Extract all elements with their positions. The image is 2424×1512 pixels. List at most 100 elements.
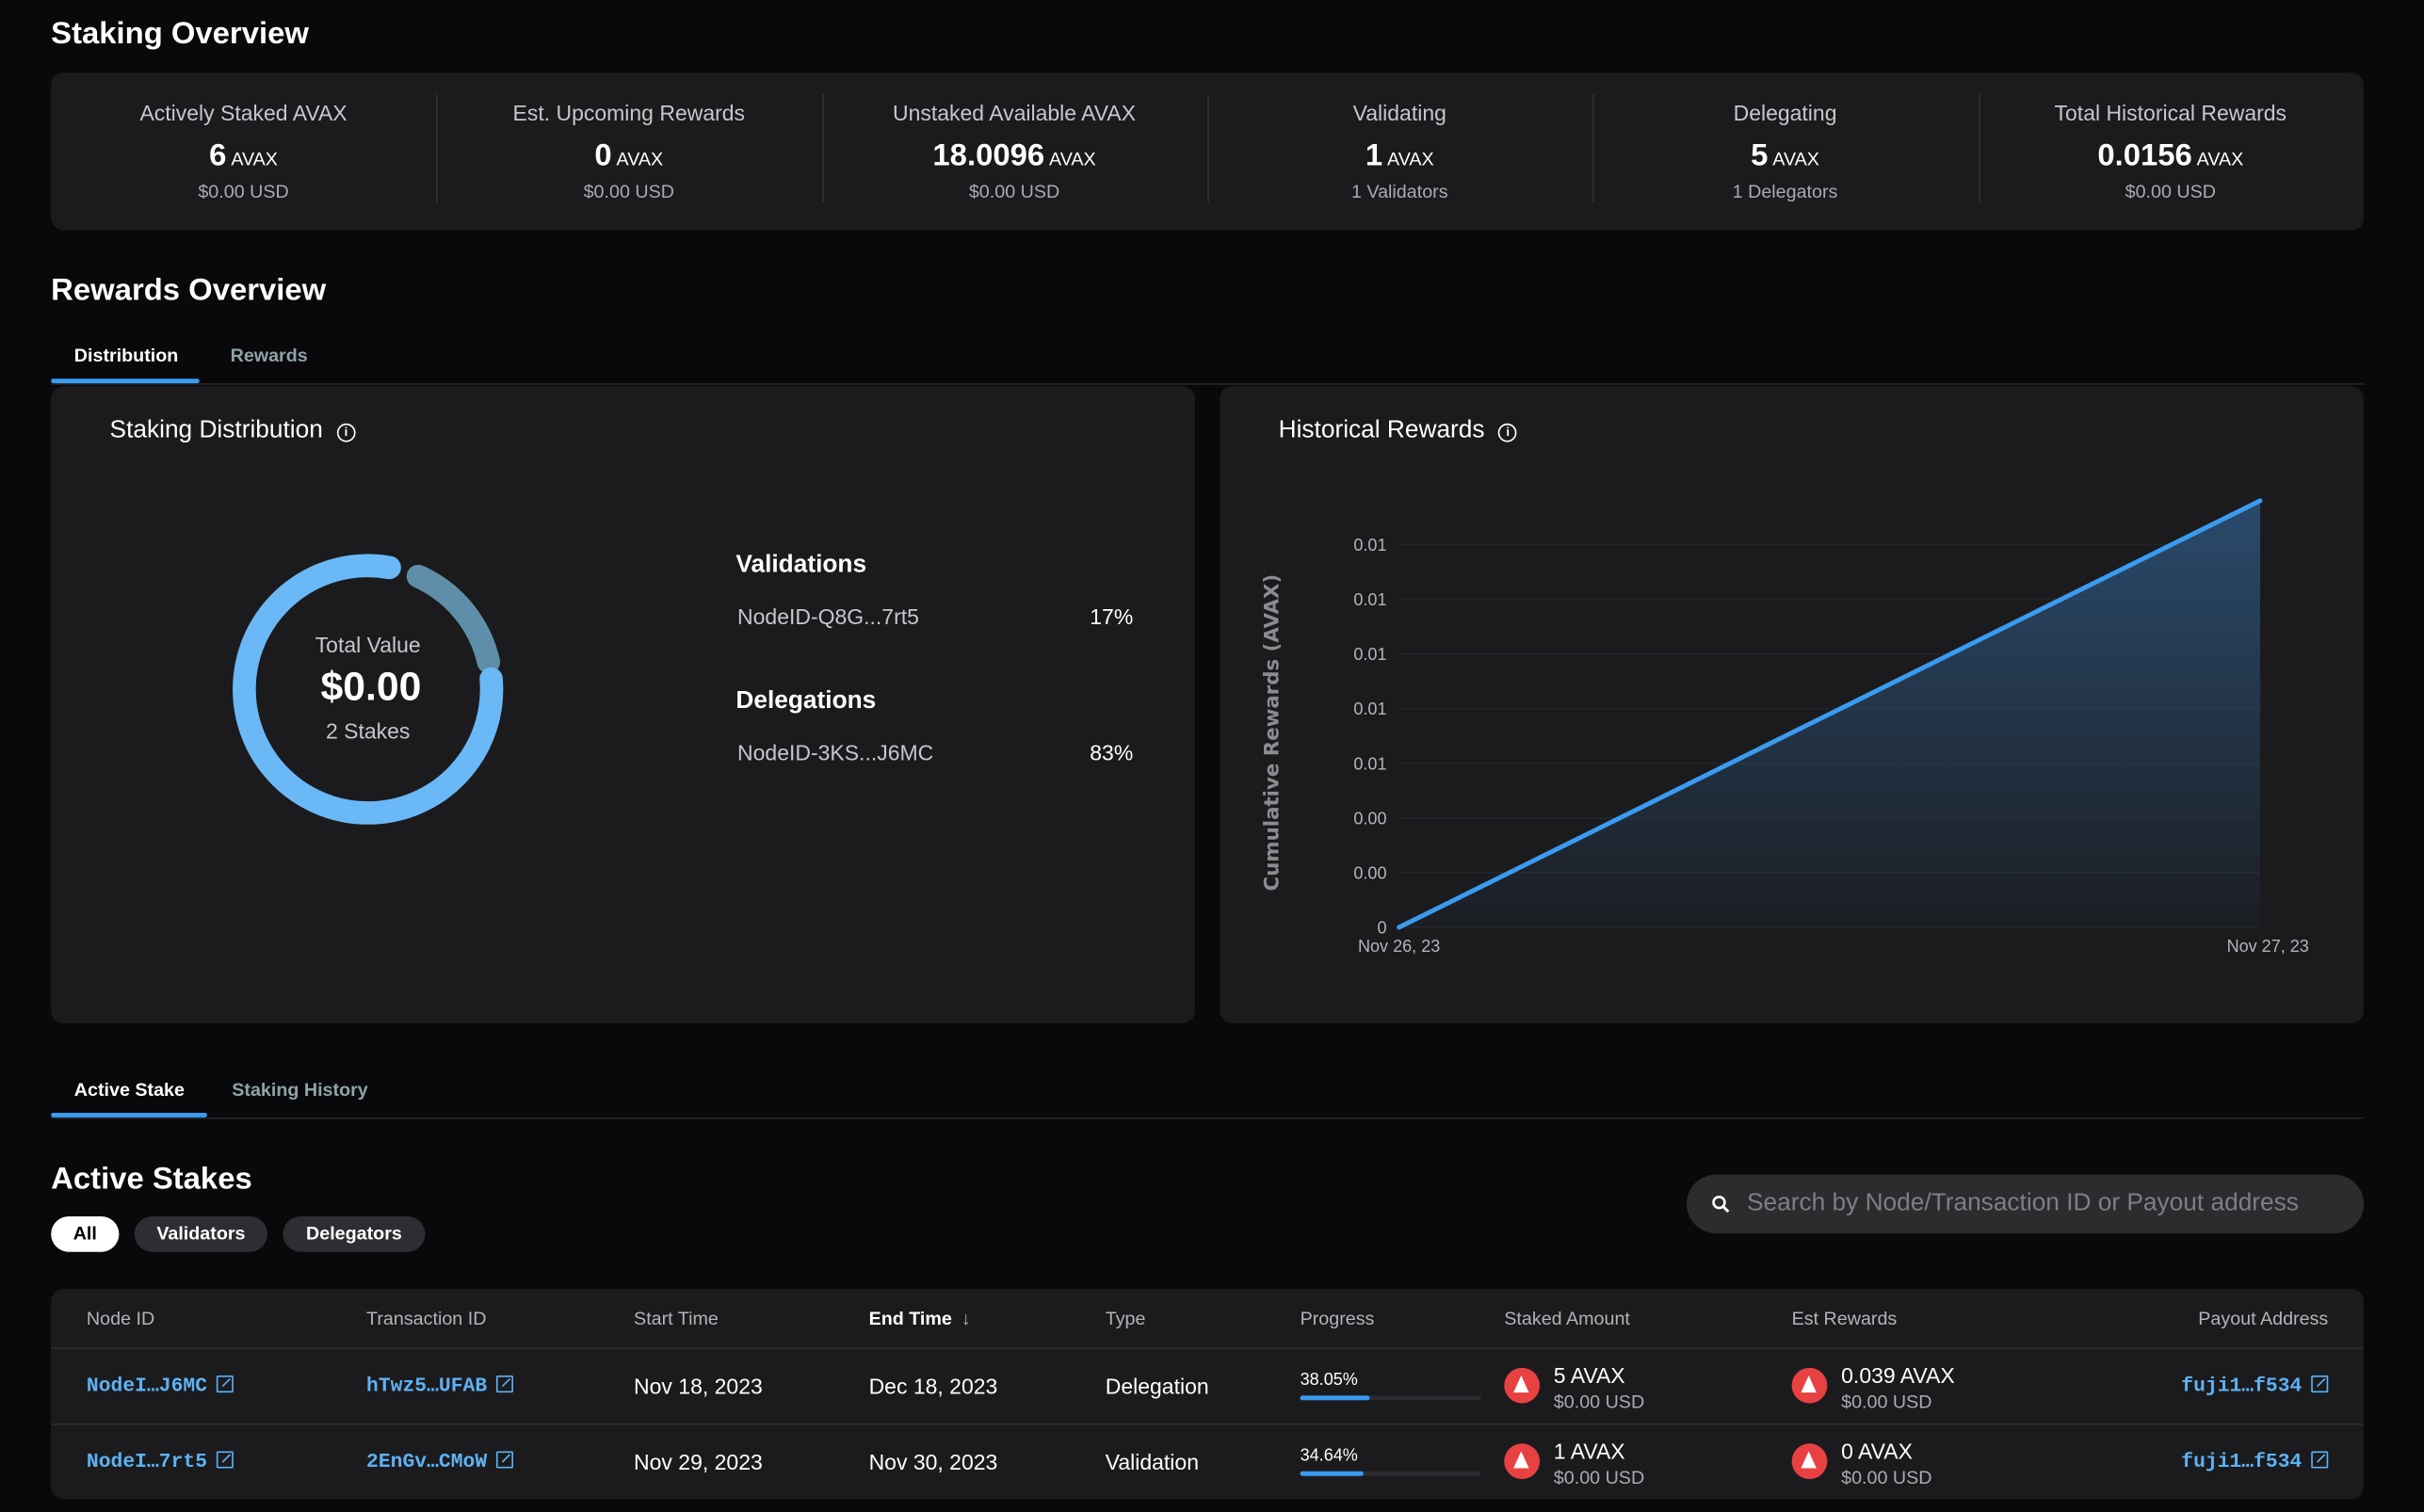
transaction-id-link[interactable]: 2EnGv…CMoW <box>366 1449 514 1473</box>
end-time: Nov 30, 2023 <box>868 1449 998 1475</box>
staking-distribution-card: Staking Distribution i Total Value $0.00 … <box>51 386 1195 1023</box>
external-link-icon[interactable] <box>2311 1375 2329 1393</box>
column-header[interactable]: End Time ↓ <box>869 1308 971 1329</box>
stat-label: Est. Upcoming Rewards <box>512 100 746 125</box>
transaction-id-link-text: hTwz5…UFAB <box>366 1374 488 1398</box>
stat-label: Validating <box>1352 100 1446 125</box>
tab-staking-history[interactable]: Staking History <box>232 1078 368 1101</box>
tab-active-stake[interactable]: Active Stake <box>73 1078 185 1101</box>
external-link-icon[interactable] <box>216 1375 234 1393</box>
progress-bar <box>1300 1471 1481 1476</box>
stat-unit: AVAX <box>2196 148 2244 170</box>
validations-heading: Validations <box>735 552 867 578</box>
sort-arrow-down-icon[interactable]: ↓ <box>961 1307 971 1329</box>
external-link-icon[interactable] <box>495 1375 514 1393</box>
distribution-title: Staking Distribution i <box>110 417 356 445</box>
filter-all[interactable]: All <box>51 1215 120 1252</box>
column-header: Progress <box>1301 1308 1375 1329</box>
stat-sub: $0.00 USD <box>583 181 674 203</box>
staked-amount: 5 AVAX <box>1553 1362 1625 1389</box>
filter-validators[interactable]: Validators <box>134 1215 267 1252</box>
donut-center-sub: 2 Stakes <box>325 718 411 744</box>
external-link-icon[interactable] <box>495 1451 514 1469</box>
y-tick-label: 0.01 <box>1353 754 1386 773</box>
avax-logo-icon <box>1791 1367 1828 1404</box>
stat-sub: 1 Delegators <box>1732 181 1838 203</box>
rewards-amount: 0 AVAX <box>1841 1439 1913 1464</box>
node-id-link[interactable]: NodeI…J6MC <box>87 1374 234 1397</box>
stat-5: Total Historical Rewards 0.0156 AVAX $0.00 … <box>1978 72 2363 230</box>
delegations-heading: Delegations <box>735 687 877 715</box>
column-header: Transaction ID <box>366 1308 486 1329</box>
historical-rewards-chart: 0 0.00 0.00 0.01 0.01 0.01 0.01 0.01 Nov 26, 23 N… <box>1261 498 2309 956</box>
stat-sub: $0.00 USD <box>2125 181 2216 203</box>
start-time: Nov 29, 2023 <box>634 1449 763 1475</box>
filter-delegators[interactable]: Delegators <box>283 1215 426 1252</box>
donut-segment-validation[interactable] <box>406 564 501 674</box>
stat-label: Unstaked Available AVAX <box>892 100 1137 125</box>
historical-title-text: Historical Rewards <box>1278 417 1485 444</box>
column-header-label: Est Rewards <box>1791 1307 1898 1329</box>
external-link-icon[interactable] <box>216 1451 234 1469</box>
stat-unit: AVAX <box>1387 148 1434 170</box>
stat-unit: AVAX <box>231 148 278 170</box>
transaction-id-link[interactable]: hTwz5…UFAB <box>366 1374 514 1398</box>
avax-logo-icon <box>1504 1367 1541 1404</box>
stat-divider <box>1206 94 1209 203</box>
donut-chart <box>233 554 504 825</box>
node-id-link[interactable]: NodeI…7rt5 <box>87 1450 234 1472</box>
donut-segment-delegation[interactable] <box>233 554 504 825</box>
search-input[interactable]: Search by Node/Transaction ID or Payout … <box>1686 1174 2365 1233</box>
stat-unit: AVAX <box>616 148 664 170</box>
page-title: Staking Overview <box>51 17 309 52</box>
row-divider <box>51 1347 2365 1350</box>
staked-amount: 1 AVAX <box>1553 1439 1625 1464</box>
payout-address-link[interactable]: fuji1…f534 <box>2010 1374 2329 1397</box>
stat-divider <box>821 94 824 203</box>
data-point <box>2257 498 2263 504</box>
payout-address-link[interactable]: fuji1…f534 <box>2010 1450 2329 1472</box>
active-tab-indicator <box>51 378 200 384</box>
avax-logo-icon <box>1791 1443 1828 1480</box>
stat-value: 0 AVAX <box>436 139 821 175</box>
stat-sub: $0.00 USD <box>968 181 1060 203</box>
stat-label: Delegating <box>1733 100 1837 125</box>
rewards-amount: 0.039 AVAX <box>1841 1362 1955 1389</box>
avax-logo-icon <box>1504 1443 1541 1480</box>
delegation-node: NodeID-3KS...J6MC <box>737 740 934 765</box>
progress-label: 38.05% <box>1300 1371 1358 1390</box>
staked-usd: $0.00 USD <box>1553 1466 1645 1488</box>
row-divider <box>51 1423 2365 1425</box>
rewards-overview-title: Rewards Overview <box>51 273 327 308</box>
series-line <box>1398 498 2262 930</box>
external-link-icon[interactable] <box>2311 1451 2329 1469</box>
stat-value: 6 AVAX <box>51 139 436 175</box>
column-header-label: End Time <box>868 1307 952 1329</box>
active-tab-indicator <box>51 1112 207 1118</box>
y-tick-label: 0.01 <box>1353 645 1386 664</box>
stat-2: Unstaked Available AVAX 18.0096 AVAX $0.00 … <box>822 72 1207 230</box>
tab-rewards[interactable]: Rewards <box>230 345 308 367</box>
info-icon[interactable]: i <box>336 423 356 442</box>
delegation-percent: 83% <box>1090 740 1134 765</box>
stat-number: 0 <box>594 138 612 173</box>
y-tick-label: 0.00 <box>1353 809 1386 828</box>
info-icon[interactable]: i <box>1498 423 1518 442</box>
tab-distribution[interactable]: Distribution <box>73 345 179 367</box>
y-tick-label: 0 <box>1377 919 1386 938</box>
stat-unit: AVAX <box>1049 148 1096 170</box>
transaction-id-link-text: 2EnGv…CMoW <box>366 1449 488 1473</box>
stat-value: 0.0156 AVAX <box>1978 139 2363 175</box>
stat-sub: $0.00 USD <box>198 181 289 203</box>
search-placeholder: Search by Node/Transaction ID or Payout … <box>1747 1190 2299 1216</box>
tab-divider <box>51 1117 2365 1119</box>
progress-fill <box>1300 1471 1364 1476</box>
y-tick-label: 0.01 <box>1353 700 1386 718</box>
column-header-label: Staked Amount <box>1504 1307 1630 1329</box>
stat-value: 1 AVAX <box>1207 139 1592 175</box>
start-time: Nov 18, 2023 <box>634 1374 763 1399</box>
end-time: Dec 18, 2023 <box>868 1374 998 1399</box>
progress-fill <box>1300 1395 1369 1401</box>
tab-divider <box>51 383 2365 385</box>
